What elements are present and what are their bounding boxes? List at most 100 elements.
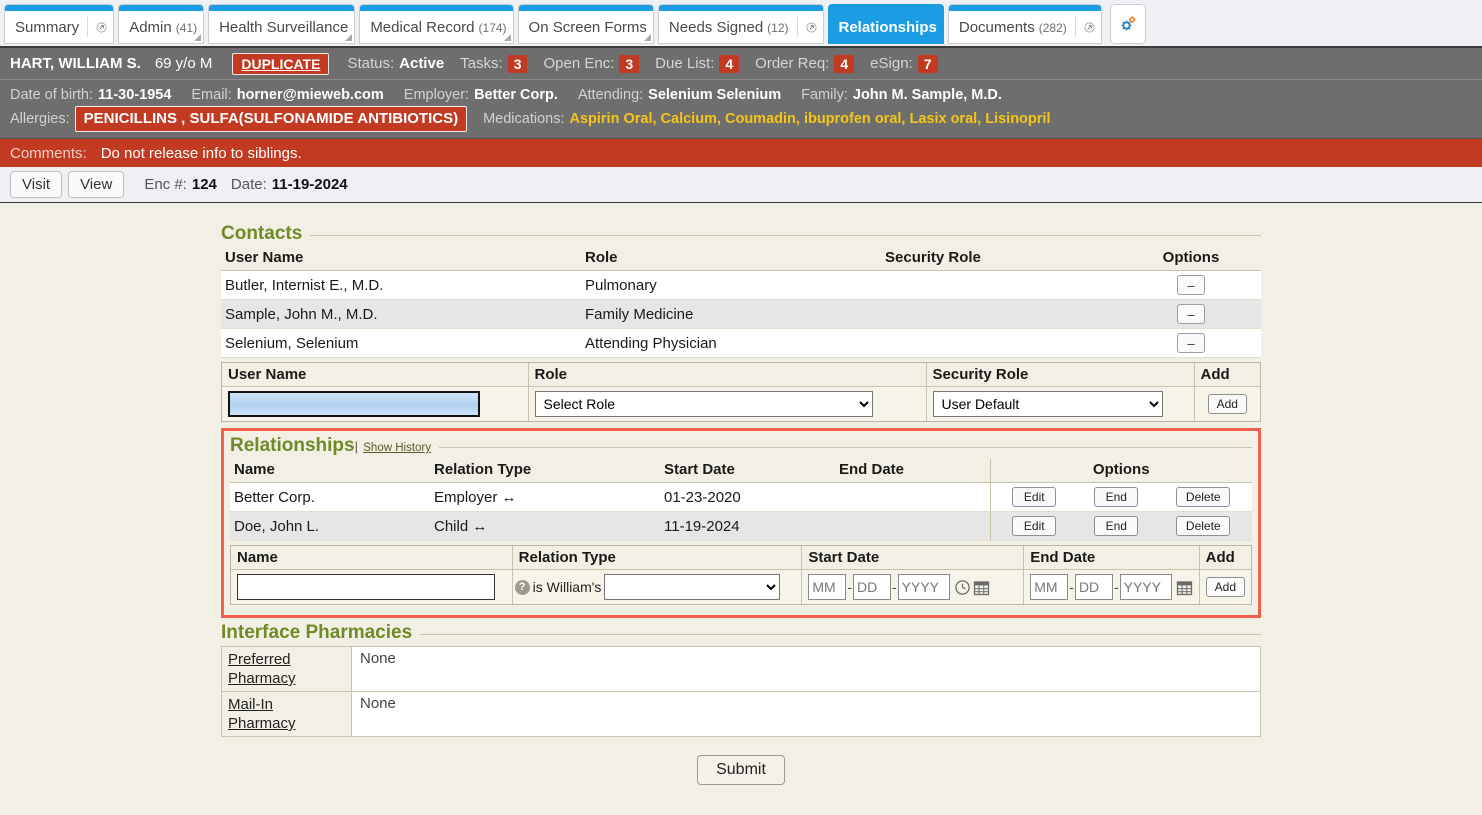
encounter-date-value: 11-19-2024 — [271, 176, 348, 193]
encounter-label: Enc #: — [144, 176, 187, 193]
contact-user-name-input[interactable] — [228, 391, 480, 417]
relationship-end-button[interactable]: End — [1094, 516, 1139, 536]
contact-role: Family Medicine — [581, 299, 881, 329]
rel-add-col-start-date: Start Date — [801, 546, 1024, 570]
pharmacy-label-link[interactable]: Mail-In Pharmacy — [228, 696, 296, 732]
relationship-delete-button[interactable]: Delete — [1176, 516, 1231, 536]
tab-count: (282) — [1038, 20, 1067, 35]
patient-stat-status: Status: Active — [347, 55, 444, 72]
pharmacy-label-link[interactable]: Preferred Pharmacy — [228, 651, 296, 687]
start-date-year-input[interactable] — [897, 574, 950, 600]
settings-gear-button[interactable] — [1109, 4, 1146, 44]
contact-add-button[interactable]: Add — [1207, 394, 1247, 414]
relation-type-select[interactable] — [604, 574, 781, 600]
patient-header-bar: HART, WILLIAM S. 69 y/o M DUPLICATE Stat… — [0, 48, 1482, 80]
demographic-label: Email: — [191, 87, 232, 103]
rel-add-input-row: ? is William's - — [231, 569, 1251, 604]
allergies-medications-line: Allergies: PENICILLINS , SULFA(SULFONAMI… — [10, 106, 1472, 132]
tab-popout-button[interactable] — [796, 17, 817, 37]
stat-value[interactable]: 4 — [719, 54, 740, 73]
contacts-table-row: Selenium, Selenium Attending Physician – — [221, 328, 1261, 358]
contact-role-select[interactable]: Select Role — [534, 391, 873, 417]
rel-add-col-relation-type: Relation Type — [511, 546, 802, 570]
end-date-month-input[interactable] — [1030, 574, 1069, 600]
popout-icon — [96, 22, 107, 32]
tab-relationships[interactable]: Relationships — [827, 4, 944, 44]
medications-value[interactable]: Aspirin Oral, Calcium, Coumadin, ibuprof… — [569, 111, 1051, 127]
calendar-icon — [1176, 580, 1192, 595]
stat-value[interactable]: 3 — [507, 54, 528, 73]
relationship-delete-button[interactable]: Delete — [1176, 487, 1231, 507]
relationship-add-button[interactable]: Add — [1205, 577, 1245, 597]
pharmacies-section: Interface Pharmacies Preferred Pharmacy N… — [221, 622, 1261, 737]
tab-popout-button[interactable] — [1074, 17, 1095, 37]
tab-needs-signed[interactable]: Needs Signed (12) — [657, 4, 824, 44]
demographic-label: Date of birth: — [10, 87, 94, 103]
tab-health-surveillance[interactable]: Health Surveillance — [208, 4, 356, 44]
rel-add-col-add: Add — [1198, 546, 1251, 570]
view-button[interactable]: View — [68, 171, 125, 198]
contacts-table-row: Butler, Internist E., M.D. Pulmonary – — [221, 270, 1261, 300]
help-icon[interactable]: ? — [514, 579, 530, 595]
contact-remove-button[interactable]: – — [1177, 304, 1205, 324]
gear-icon — [1121, 16, 1136, 31]
contact-security-role — [881, 328, 1121, 358]
rel-col-name: Name — [230, 459, 430, 483]
relationships-table: Name Relation Type Start Date End Date O… — [230, 459, 1252, 541]
start-date-calendar-button[interactable] — [973, 579, 990, 596]
relationship-end-button[interactable]: End — [1094, 487, 1139, 507]
tab-corner-marker — [643, 34, 651, 41]
tab-summary[interactable]: Summary — [4, 4, 115, 44]
end-date-year-input[interactable] — [1119, 574, 1172, 600]
duplicate-badge[interactable]: DUPLICATE — [232, 52, 330, 75]
tab-documents[interactable]: Documents (282) — [947, 4, 1102, 44]
contacts-table-row: Sample, John M., M.D. Family Medicine – — [221, 299, 1261, 329]
tab-top-strip — [658, 5, 823, 11]
contacts-add-col-add: Add — [1193, 363, 1260, 387]
allergies-value[interactable]: PENICILLINS , SULFA(SULFONAMIDE ANTIBIOT… — [74, 106, 468, 132]
stat-label: Status: — [347, 55, 395, 72]
patient-stat-duelist: Due List: 4 — [655, 54, 740, 73]
contact-remove-button[interactable]: – — [1177, 333, 1205, 353]
rel-add-col-end-date: End Date — [1023, 546, 1200, 570]
patient-stat-esign: eSign: 7 — [870, 54, 938, 73]
contact-user-name: Selenium, Selenium — [221, 328, 581, 358]
tab-admin[interactable]: Admin (41) — [118, 4, 205, 44]
demographic-label: Employer: — [403, 87, 470, 103]
stat-value[interactable]: 3 — [619, 54, 640, 73]
submit-button[interactable]: Submit — [697, 755, 785, 785]
stat-value[interactable]: 4 — [834, 54, 855, 73]
contact-remove-button[interactable]: – — [1177, 275, 1205, 295]
tab-label: Summary — [15, 18, 80, 36]
relationship-name-input[interactable] — [237, 574, 495, 600]
start-date-clock-button[interactable] — [954, 579, 971, 596]
demographic-value: Better Corp. — [474, 87, 558, 103]
visit-button[interactable]: Visit — [10, 171, 63, 198]
demographic-value: horner@mieweb.com — [236, 87, 384, 103]
tab-top-strip — [948, 5, 1101, 11]
comments-label: Comments: — [10, 144, 87, 162]
stat-value[interactable]: 7 — [917, 54, 938, 73]
tab-medical-record[interactable]: Medical Record (174) — [359, 4, 514, 44]
demographic-attending: Attending: Selenium Selenium — [578, 84, 801, 106]
end-date-day-input[interactable] — [1074, 574, 1113, 600]
patient-age-sex: 69 y/o M — [154, 55, 213, 72]
demographic-value: 11-30-1954 — [98, 87, 172, 103]
start-date-day-input[interactable] — [852, 574, 891, 600]
patient-demographics-bar: Date of birth: 11-30-1954 Email: horner@mie… — [0, 80, 1482, 139]
relationship-edit-button[interactable]: Edit — [1012, 487, 1057, 507]
show-history-link[interactable]: Show History — [363, 442, 431, 454]
tab-on-screen-forms[interactable]: On Screen Forms — [517, 4, 654, 44]
comments-value: Do not release info to siblings. — [100, 144, 302, 162]
end-date-calendar-button[interactable] — [1176, 579, 1193, 596]
demographic-value: Selenium Selenium — [648, 87, 782, 103]
medications-label: Medications: — [483, 111, 565, 127]
demographic-employer: Employer: Better Corp. — [404, 84, 578, 106]
tab-label: Medical Record — [370, 18, 475, 36]
contact-security-role-select[interactable]: User Default — [932, 391, 1163, 417]
tab-popout-button[interactable] — [87, 17, 107, 37]
relationship-edit-button[interactable]: Edit — [1012, 516, 1057, 536]
stat-label: Tasks: — [460, 55, 503, 72]
start-date-month-input[interactable] — [808, 574, 847, 600]
visit-toolbar: Visit View Enc #: 124 Date: 11-19-2024 — [0, 167, 1482, 203]
